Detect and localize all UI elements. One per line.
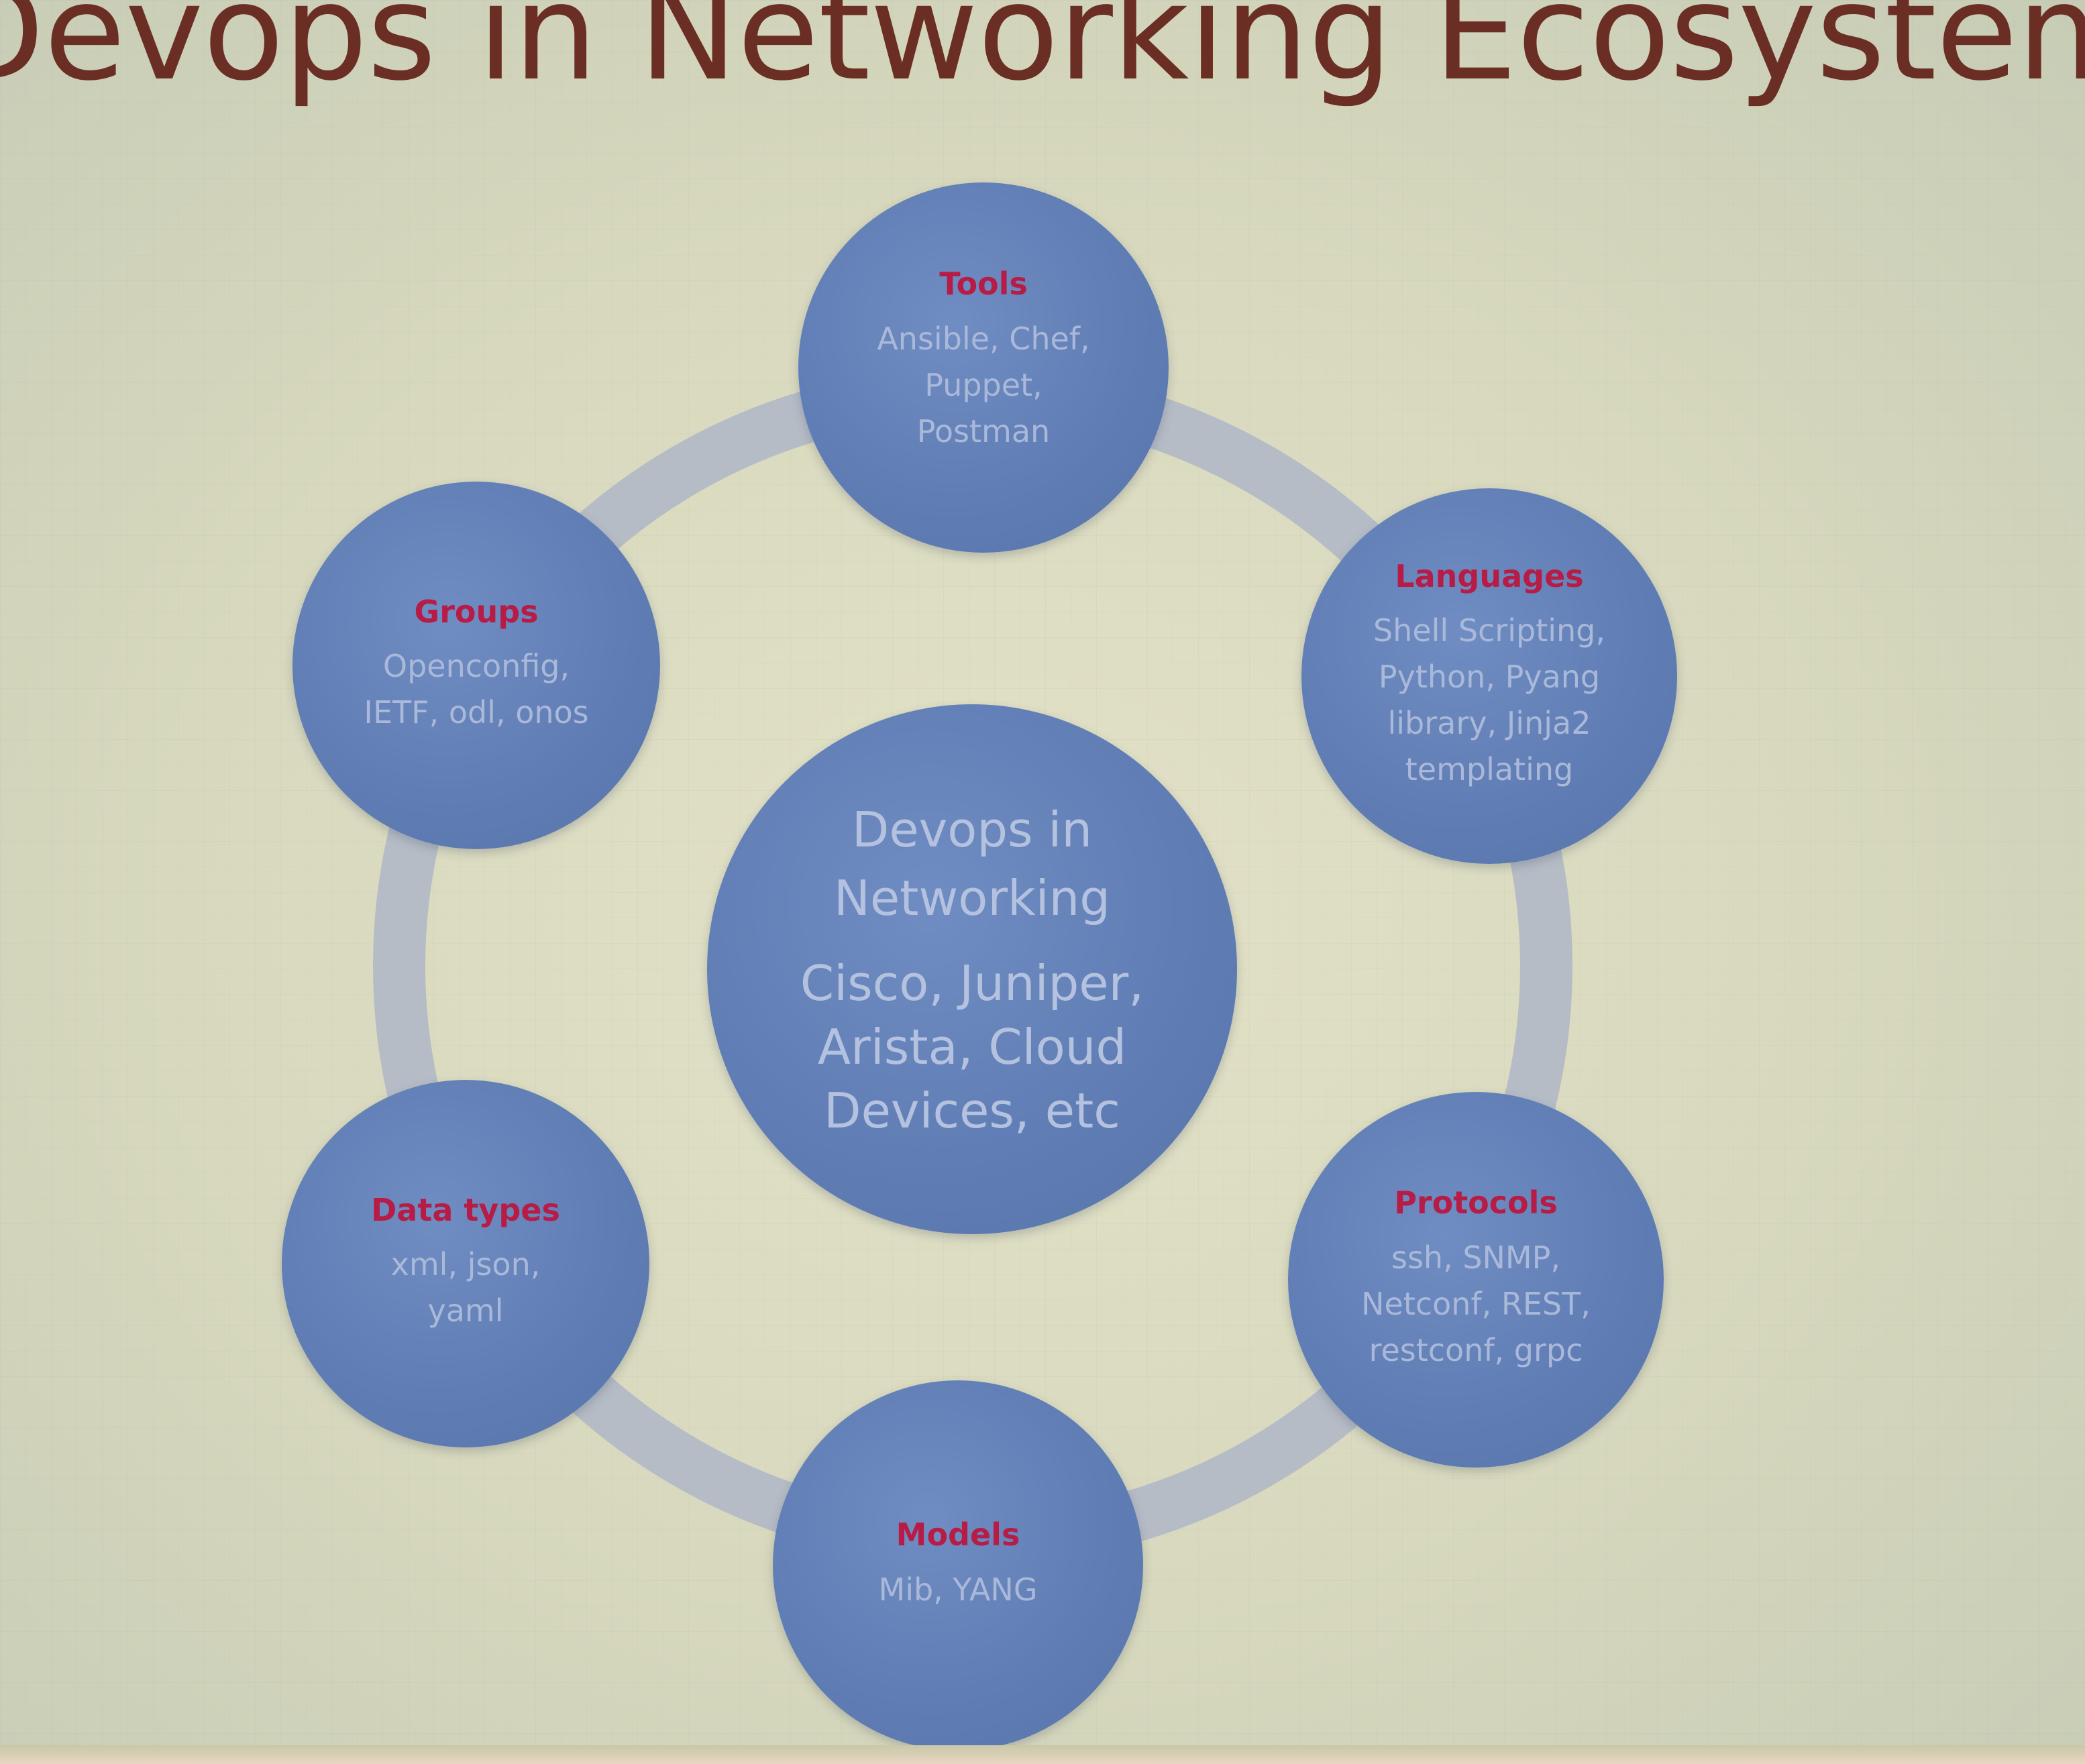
node-models: Models Mib, YANG [773,1380,1143,1751]
node-groups-label: Groups [414,593,539,630]
node-languages: Languages Shell Scripting, Python, Pyang… [1301,488,1677,864]
node-tools-description: Ansible, Chef, Puppet, Postman [877,320,1090,449]
hub-node-title: Devops in Networking [834,802,1110,927]
node-models-description: Mib, YANG [878,1571,1038,1608]
node-tools-label: Tools [939,266,1028,302]
slide-bottom-edge [0,1745,2085,1764]
node-languages-description: Shell Scripting, Python, Pyang library, … [1373,612,1605,788]
node-data-types-label: Data types [371,1191,560,1228]
node-protocols: Protocols ssh, SNMP, Netconf, REST, rest… [1288,1092,1664,1468]
node-models-label: Models [896,1517,1020,1553]
node-groups: Groups Openconfig, IETF, odl, onos [292,482,660,849]
slide-title: Devops in Networking Ecosystem [0,0,2085,110]
node-groups-description: Openconfig, IETF, odl, onos [364,648,589,731]
node-protocols-description: ssh, SNMP, Netconf, REST, restconf, grpc [1361,1239,1591,1368]
node-protocols-label: Protocols [1394,1184,1558,1221]
hub-node-center: Devops in Networking Cisco, Juniper, Ari… [707,704,1237,1234]
hub-node-description: Cisco, Juniper, Arista, Cloud Devices, e… [800,954,1144,1139]
node-tools: Tools Ansible, Chef, Puppet, Postman [798,182,1169,553]
node-languages-label: Languages [1395,557,1584,594]
node-data-types: Data types xml, json, yaml [282,1080,649,1447]
node-data-types-description: xml, json, yaml [390,1246,541,1329]
